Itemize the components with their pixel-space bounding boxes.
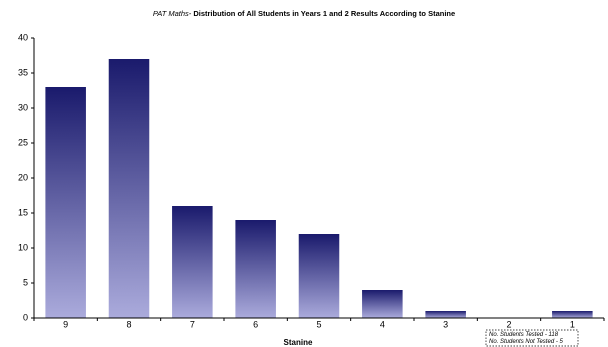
x-tick-label: 8 [126, 319, 131, 329]
title-prefix: PAT Maths- [153, 9, 192, 18]
x-tick-label: 7 [190, 319, 195, 329]
y-tick-label: 25 [18, 137, 28, 147]
x-tick-label: 2 [506, 319, 511, 329]
bar [298, 234, 340, 318]
x-tick-label: 5 [316, 319, 321, 329]
title-main: Distribution of All Students in Years 1 … [193, 9, 455, 18]
bar [45, 87, 86, 318]
annotation: No. Students Not Tested - 5 [489, 339, 563, 345]
bar [362, 290, 403, 318]
y-tick-label: 5 [23, 277, 28, 287]
annotation: No. Students Tested - 118 [489, 332, 559, 338]
bar [552, 311, 593, 318]
y-tick-label: 10 [18, 242, 28, 252]
y-tick-label: 30 [18, 102, 28, 112]
x-tick-label: 3 [443, 319, 448, 329]
bar [425, 311, 466, 318]
x-axis-label: Stanine [284, 338, 313, 347]
x-tick-label: 1 [570, 319, 575, 329]
y-tick-label: 35 [18, 67, 28, 77]
x-tick-label: 9 [63, 319, 68, 329]
bar [172, 206, 213, 318]
annotation-box [485, 329, 579, 347]
y-tick-label: 40 [18, 32, 28, 42]
x-tick-label: 4 [380, 319, 385, 329]
y-tick-label: 20 [18, 172, 28, 182]
x-tick-label: 6 [253, 319, 258, 329]
bar [235, 220, 276, 318]
bar [108, 59, 150, 318]
chart-title: PAT Maths- Distribution of All Students i… [153, 9, 455, 18]
y-tick-label: 15 [18, 207, 28, 217]
y-tick-label: 0 [23, 312, 28, 322]
